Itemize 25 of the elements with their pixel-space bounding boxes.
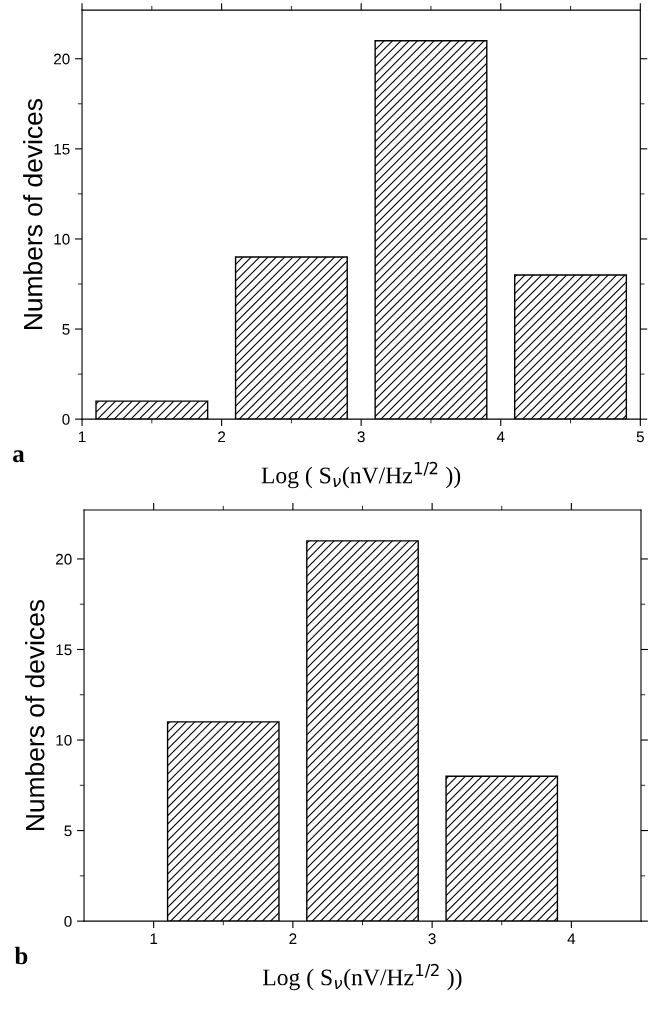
- text: b: [14, 946, 28, 965]
- x-axis-title: Log ( S$_{ν}$(nV/Hz$^{1/2}$ )): [261, 461, 461, 489]
- y-tick-label: 15: [56, 644, 72, 656]
- x-tick-label: 2: [289, 933, 297, 944]
- y-axis-title: Numbers of devices: [23, 98, 43, 330]
- y-tick-label: 15: [54, 143, 70, 155]
- y-tick-label: 5: [64, 825, 72, 837]
- y-tick-label: 20: [56, 553, 72, 565]
- x-tick-label: 3: [357, 431, 365, 443]
- x-tick-label: 2: [218, 431, 226, 443]
- y-tick-label: 0: [62, 414, 70, 425]
- text: a: [13, 450, 25, 463]
- y-tick-label: 10: [54, 233, 70, 245]
- y-axis-title: Numbers of devices: [25, 599, 45, 831]
- x-tick-label: 4: [496, 431, 505, 443]
- x-axis-title: Log ( S$_{ν}$(nV/Hz$^{1/2}$ )): [262, 963, 462, 991]
- y-tick-label: 0: [64, 915, 72, 927]
- y-tick-label: 5: [62, 324, 70, 335]
- y-tick-label: 20: [54, 53, 70, 65]
- x-tick-label: 4: [567, 933, 576, 944]
- y-tick-label: 10: [56, 734, 72, 746]
- x-tick-label: 5: [636, 431, 644, 443]
- x-tick-label: 1: [78, 431, 86, 443]
- x-tick-label: 3: [428, 933, 436, 945]
- x-tick-label: 1: [150, 933, 158, 944]
